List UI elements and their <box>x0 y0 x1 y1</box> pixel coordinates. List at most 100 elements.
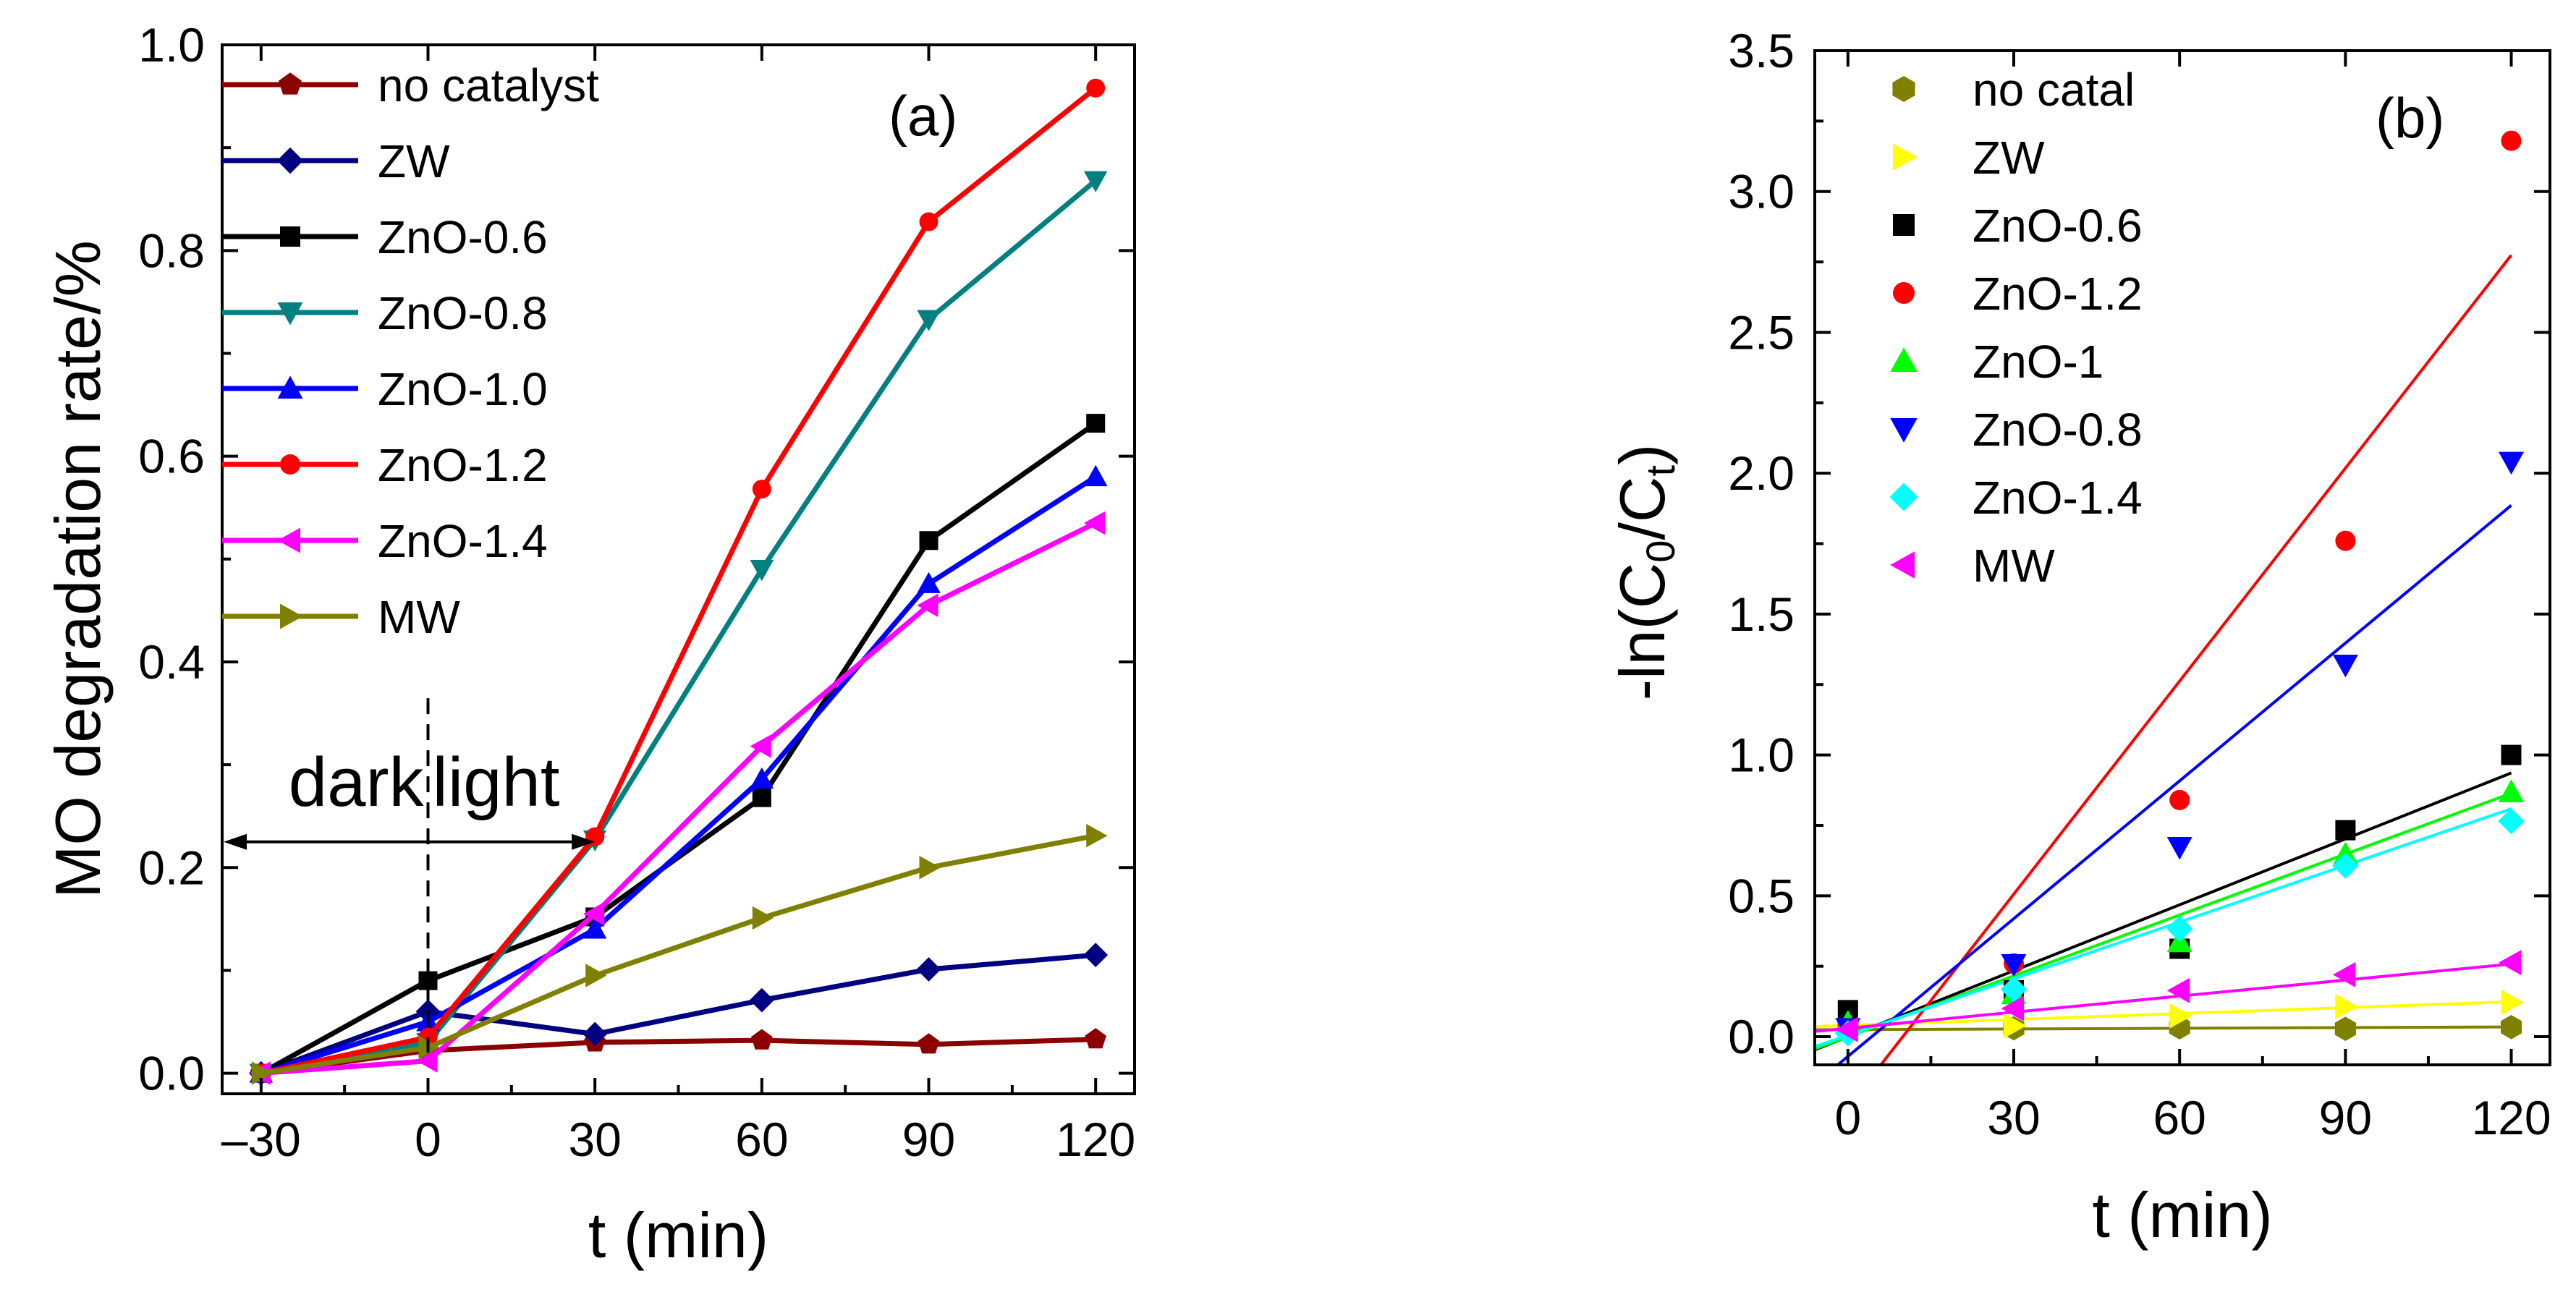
data-point <box>2166 837 2192 860</box>
data-point <box>2501 1015 2522 1040</box>
x-tick-label: 30 <box>1987 1091 2040 1144</box>
x-tick-label: –30 <box>221 1113 301 1166</box>
data-point <box>1083 464 1108 487</box>
fit-line-series-zno-1-4 <box>1815 807 2512 1048</box>
legend-entry: MW <box>1890 540 2055 592</box>
legend-label: ZnO-0.8 <box>1973 404 2143 456</box>
legend-label: MW <box>378 591 460 643</box>
panel-a-annotations: dark light <box>224 697 596 1053</box>
data-point <box>2332 852 2359 879</box>
legend-label: no catal <box>1973 64 2135 116</box>
legend-marker <box>276 147 304 174</box>
series-zno-1-4 <box>249 511 1106 1085</box>
data-point <box>582 1021 608 1047</box>
legend-marker <box>1890 418 1918 443</box>
data-point <box>416 1049 438 1073</box>
y-tick-label: 3.0 <box>1728 165 1795 218</box>
legend-label: ZnO-0.8 <box>378 287 548 339</box>
panel-a-x-axis-title: t (min) <box>588 1199 768 1271</box>
legend-marker <box>1889 483 1918 511</box>
x-tick-label: 0 <box>415 1113 441 1166</box>
data-point <box>585 964 607 987</box>
panel-b-x-axis-title: t (min) <box>2092 1179 2272 1251</box>
legend-entry: ZnO-1.4 <box>222 515 548 567</box>
data-point <box>919 531 939 551</box>
panel-b-series <box>1834 130 2525 1047</box>
panel-a-ticks: –30 0 30 60 90 120 0.0 0.2 0.4 0.6 0.8 1.0 <box>138 18 1135 1166</box>
panel-a-y-axis-title: MO degradation rate/% <box>42 240 114 898</box>
legend-marker <box>1892 76 1915 102</box>
data-point <box>1835 1016 1858 1042</box>
data-point <box>251 1061 274 1085</box>
data-point <box>582 917 607 939</box>
y-tick-label: 0.4 <box>138 635 205 689</box>
legend-marker <box>280 226 300 247</box>
legend-marker <box>279 72 302 95</box>
legend-label: ZnO-1.4 <box>1973 472 2143 524</box>
legend-entry: ZnO-1.2 <box>222 439 548 491</box>
data-point <box>2499 451 2524 475</box>
data-point <box>1086 414 1106 433</box>
ylabel-sub-t: t <box>1637 465 1683 477</box>
legend-entry: MW <box>222 591 460 643</box>
series-line <box>260 1037 1096 1076</box>
y-tick-label: 1.0 <box>138 18 205 72</box>
annotation-dark: dark <box>289 744 425 821</box>
series-line <box>260 178 1098 1076</box>
legend-label: ZnO-0.6 <box>378 211 548 263</box>
legend-label: MW <box>1973 540 2055 592</box>
panel-b-fit-lines <box>1815 254 2513 1065</box>
panel-a-label: (a) <box>889 84 957 148</box>
fit-line-series-zw <box>1815 1000 2512 1029</box>
ylabel-sub-0: 0 <box>1637 540 1683 563</box>
data-point <box>1083 171 1108 192</box>
y-tick-label: 0.5 <box>1728 869 1795 922</box>
data-point <box>2499 950 2522 976</box>
data-point <box>2501 130 2522 151</box>
data-point <box>2335 530 2356 551</box>
data-point <box>749 987 774 1013</box>
arrowhead-left <box>224 833 247 850</box>
legend-marker <box>280 603 303 629</box>
y-tick-label: 1.0 <box>1728 728 1795 782</box>
x-tick-label: 60 <box>2153 1091 2206 1144</box>
ylabel-mid: /C <box>1606 477 1678 540</box>
y-tick-label: 0.8 <box>138 224 205 277</box>
legend-entry: ZnO-1 <box>1890 336 2103 388</box>
data-point <box>2004 1013 2027 1039</box>
data-point <box>1086 78 1106 98</box>
series-line <box>260 952 1096 1076</box>
y-tick-label: 2.0 <box>1728 446 1795 500</box>
legend-marker <box>277 375 303 399</box>
y-tick-label: 0.2 <box>138 841 205 894</box>
data-point <box>2332 961 2356 987</box>
data-point <box>917 593 939 617</box>
panel-a: dark light –30 0 30 60 90 120 0.0 0.2 0.4 0.6 0.8 1… <box>42 18 1136 1271</box>
legend-label: no catalyst <box>378 59 599 111</box>
series-line <box>260 520 1097 1076</box>
x-tick-label: 60 <box>735 1113 788 1166</box>
data-point <box>2335 993 2358 1019</box>
data-point <box>582 902 605 926</box>
ylabel-prefix: -ln(C <box>1606 563 1678 701</box>
legend-marker <box>280 454 300 475</box>
data-point <box>750 767 774 789</box>
data-point <box>752 480 771 499</box>
data-point <box>2501 744 2522 765</box>
fit-line-series-mw <box>1815 962 2512 1033</box>
panel-a-legend: no catalyst ZW ZnO-0.6 ZnO-0.8 ZnO-1.0 ZnO-1.… <box>222 59 599 643</box>
data-point <box>2001 995 2024 1021</box>
x-tick-label: 0 <box>1834 1091 1861 1144</box>
fit-line-series-zno-0-6 <box>1815 771 2512 1052</box>
series-line <box>260 85 1098 1076</box>
annotation-light: light <box>432 744 559 821</box>
data-point <box>2332 655 2358 678</box>
legend-marker <box>1890 347 1918 372</box>
fit-line-series-no-catal <box>1815 1025 2512 1032</box>
x-tick-label: 90 <box>2319 1091 2372 1144</box>
legend-entry: ZnO-1.0 <box>222 363 548 415</box>
legend-marker <box>277 527 300 553</box>
legend-marker <box>277 302 303 326</box>
data-point <box>916 957 941 982</box>
x-tick-label: 120 <box>2471 1091 2551 1144</box>
